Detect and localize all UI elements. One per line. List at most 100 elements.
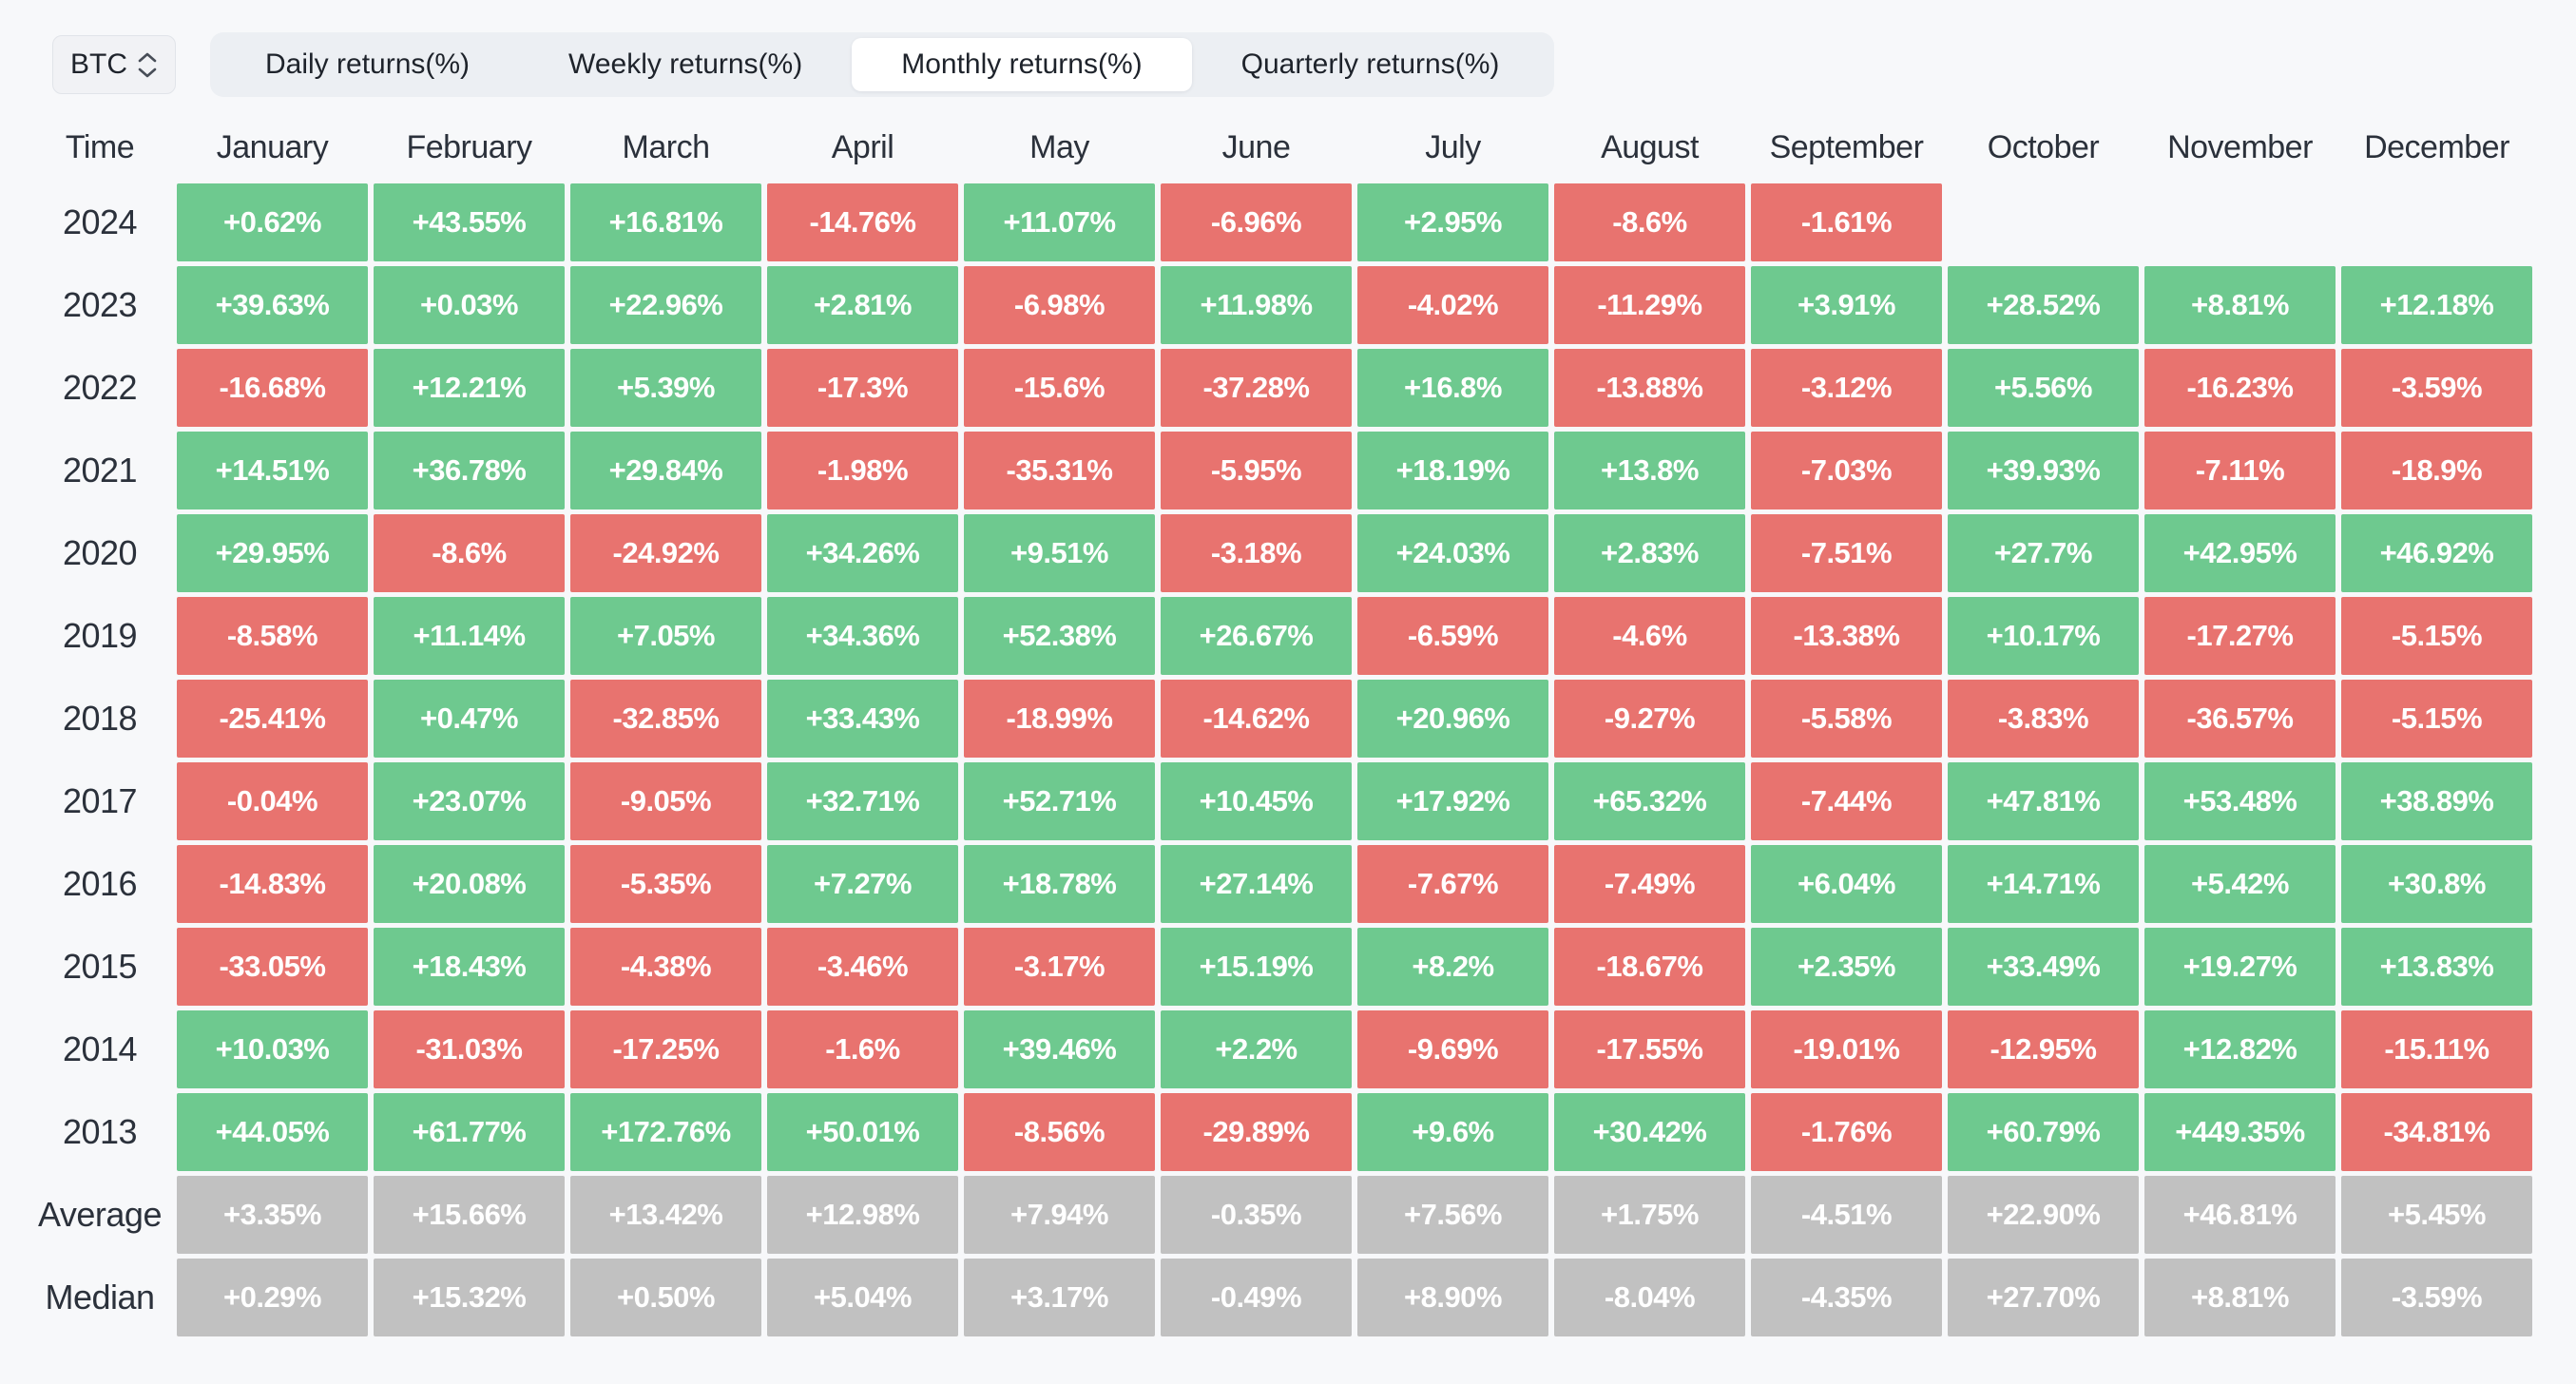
return-cell: +47.81% <box>1948 762 2139 840</box>
return-cell: +15.32% <box>374 1259 565 1336</box>
return-cell: -13.88% <box>1554 349 1745 427</box>
return-cell: +11.14% <box>374 597 565 675</box>
column-header-time: Time <box>65 128 135 165</box>
return-cell: +12.82% <box>2144 1010 2336 1088</box>
return-cell: -3.46% <box>767 928 958 1006</box>
return-cell: -1.61% <box>1751 183 1942 261</box>
return-cell: +32.71% <box>767 762 958 840</box>
tab-weekly-returns[interactable]: Weekly returns(%) <box>519 38 852 91</box>
return-cell: -0.04% <box>177 762 368 840</box>
return-cell: -18.9% <box>2341 432 2532 509</box>
return-cell: -12.95% <box>1948 1010 2139 1088</box>
return-cell: +60.79% <box>1948 1093 2139 1171</box>
return-cell: -5.15% <box>2341 680 2532 758</box>
return-cell: +28.52% <box>1948 266 2139 344</box>
tab-quarterly-returns[interactable]: Quarterly returns(%) <box>1192 38 1549 91</box>
return-cell: +2.2% <box>1161 1010 1352 1088</box>
return-cell: -4.02% <box>1357 266 1548 344</box>
return-cell: +11.98% <box>1161 266 1352 344</box>
return-cell: -1.6% <box>767 1010 958 1088</box>
return-cell: +1.75% <box>1554 1176 1745 1254</box>
return-cell: +27.7% <box>1948 514 2139 592</box>
return-cell: +7.27% <box>767 845 958 923</box>
column-header-month: May <box>1029 128 1089 165</box>
return-cell: +8.81% <box>2144 1259 2336 1336</box>
return-cell: -9.27% <box>1554 680 1745 758</box>
row-label: 2018 <box>62 699 138 738</box>
return-cell: -13.38% <box>1751 597 1942 675</box>
return-cell: +53.48% <box>2144 762 2336 840</box>
return-cell: +7.05% <box>570 597 761 675</box>
return-cell: +7.94% <box>964 1176 1155 1254</box>
return-cell: +0.62% <box>177 183 368 261</box>
return-cell: +19.27% <box>2144 928 2336 1006</box>
return-cell: -5.15% <box>2341 597 2532 675</box>
return-cell: +16.8% <box>1357 349 1548 427</box>
return-cell: -3.17% <box>964 928 1155 1006</box>
return-cell: +0.47% <box>374 680 565 758</box>
return-cell: -8.56% <box>964 1093 1155 1171</box>
column-header-month: February <box>406 128 532 165</box>
return-cell: +11.07% <box>964 183 1155 261</box>
top-toolbar: BTC Daily returns(%) Weekly returns(%) M… <box>0 0 2576 97</box>
row-label: Average <box>38 1195 162 1234</box>
return-cell: +13.83% <box>2341 928 2532 1006</box>
return-cell: -9.05% <box>570 762 761 840</box>
column-header-month: September <box>1769 128 1924 165</box>
return-cell: +8.90% <box>1357 1259 1548 1336</box>
return-cell: +29.95% <box>177 514 368 592</box>
return-cell: -19.01% <box>1751 1010 1942 1088</box>
return-cell: -11.29% <box>1554 266 1745 344</box>
return-cell: +0.03% <box>374 266 565 344</box>
return-cell: +23.07% <box>374 762 565 840</box>
column-header-month: August <box>1601 128 1699 165</box>
return-cell: +17.92% <box>1357 762 1548 840</box>
return-cell: -8.6% <box>374 514 565 592</box>
empty-cell <box>2341 183 2532 261</box>
return-cell: +15.19% <box>1161 928 1352 1006</box>
row-label: 2021 <box>62 451 138 490</box>
return-cell: -0.35% <box>1161 1176 1352 1254</box>
column-header-month: April <box>831 128 894 165</box>
tab-daily-returns[interactable]: Daily returns(%) <box>216 38 519 91</box>
return-cell: -37.28% <box>1161 349 1352 427</box>
return-cell: +22.96% <box>570 266 761 344</box>
return-cell: +5.45% <box>2341 1176 2532 1254</box>
return-cell: +33.43% <box>767 680 958 758</box>
return-cell: +20.96% <box>1357 680 1548 758</box>
return-cell: +9.51% <box>964 514 1155 592</box>
return-cell: -5.58% <box>1751 680 1942 758</box>
return-cell: -6.96% <box>1161 183 1352 261</box>
return-cell: -4.38% <box>570 928 761 1006</box>
return-cell: +39.93% <box>1948 432 2139 509</box>
return-cell: -3.18% <box>1161 514 1352 592</box>
return-cell: -7.44% <box>1751 762 1942 840</box>
return-cell: -5.35% <box>570 845 761 923</box>
column-header-month: October <box>1987 128 2100 165</box>
return-cell: -9.69% <box>1357 1010 1548 1088</box>
asset-selector[interactable]: BTC <box>52 35 176 94</box>
return-cell: +8.81% <box>2144 266 2336 344</box>
column-header-month: January <box>216 128 329 165</box>
return-cell: +10.45% <box>1161 762 1352 840</box>
return-cell: -18.67% <box>1554 928 1745 1006</box>
column-header-month: June <box>1221 128 1291 165</box>
return-cell: -15.11% <box>2341 1010 2532 1088</box>
return-cell: +2.83% <box>1554 514 1745 592</box>
return-cell: -8.04% <box>1554 1259 1745 1336</box>
return-cell: -8.6% <box>1554 183 1745 261</box>
return-cell: +5.56% <box>1948 349 2139 427</box>
return-cell: +10.03% <box>177 1010 368 1088</box>
return-cell: +18.78% <box>964 845 1155 923</box>
return-cell: +30.42% <box>1554 1093 1745 1171</box>
return-cell: +29.84% <box>570 432 761 509</box>
return-cell: -32.85% <box>570 680 761 758</box>
return-cell: +449.35% <box>2144 1093 2336 1171</box>
row-label: 2013 <box>62 1112 138 1151</box>
return-cell: +2.35% <box>1751 928 1942 1006</box>
return-cell: -35.31% <box>964 432 1155 509</box>
tab-monthly-returns[interactable]: Monthly returns(%) <box>852 38 1192 91</box>
return-cell: -25.41% <box>177 680 368 758</box>
return-cell: +46.81% <box>2144 1176 2336 1254</box>
return-cell: +27.14% <box>1161 845 1352 923</box>
